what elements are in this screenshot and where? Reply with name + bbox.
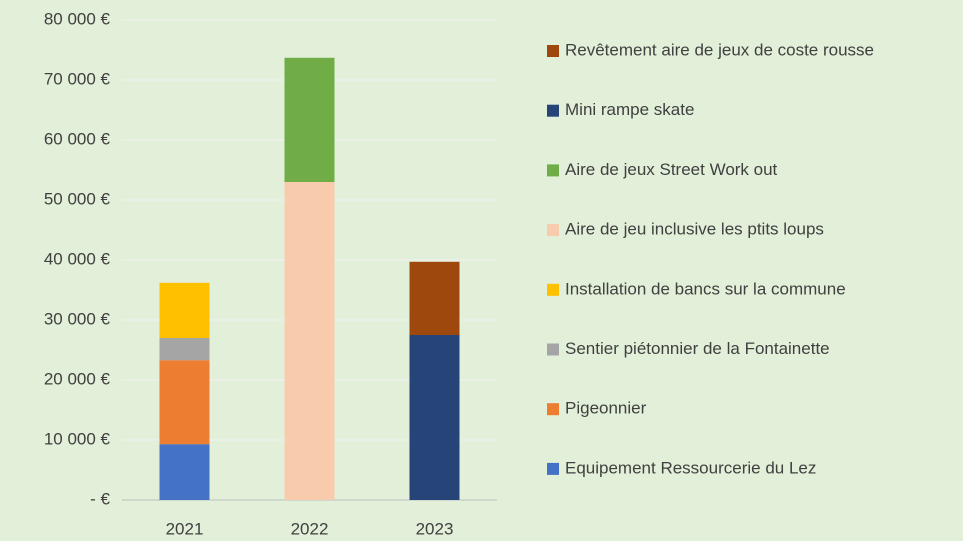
legend-label: Equipement Ressourcerie du Lez — [565, 458, 816, 477]
y-tick-label: 30 000 € — [44, 309, 111, 328]
legend-label: Installation de bancs sur la commune — [565, 279, 846, 298]
bar-segment — [159, 444, 210, 500]
legend-swatch — [547, 224, 559, 237]
bar-segment — [409, 261, 460, 335]
bar-segment — [284, 182, 335, 500]
x-tick-label: 2023 — [416, 519, 454, 538]
y-tick-label: 70 000 € — [44, 69, 111, 88]
legend-label: Aire de jeux Street Work out — [565, 160, 778, 179]
y-tick-label: 40 000 € — [44, 249, 111, 268]
bar-segment — [159, 282, 210, 338]
legend-swatch — [547, 164, 559, 177]
legend-label: Aire de jeu inclusive les ptits loups — [565, 220, 824, 239]
y-tick-label: 50 000 € — [44, 189, 111, 208]
legend-label: Mini rampe skate — [565, 100, 694, 119]
y-tick-label: 80 000 € — [44, 9, 111, 28]
legend-swatch — [547, 45, 559, 57]
y-tick-label: 60 000 € — [44, 129, 111, 148]
legend-label: Revêtement aire de jeux de coste rousse — [565, 40, 874, 59]
legend-swatch — [547, 462, 559, 475]
bar-segment — [159, 360, 210, 445]
y-tick-label: 10 000 € — [44, 429, 111, 448]
bar-segment — [409, 335, 460, 500]
bar-segment — [159, 338, 210, 361]
y-tick-label: 20 000 € — [44, 369, 111, 388]
x-tick-label: 2021 — [166, 519, 204, 538]
legend-label: Sentier piétonnier de la Fontainette — [565, 339, 830, 358]
legend-swatch — [547, 283, 559, 296]
legend-swatch — [547, 403, 559, 416]
legend-swatch — [547, 343, 559, 356]
legend-label: Pigeonnier — [565, 399, 647, 418]
bar-segment — [284, 57, 335, 182]
x-tick-label: 2022 — [291, 519, 329, 538]
y-tick-label: - € — [90, 489, 110, 508]
legend-swatch — [547, 104, 559, 117]
